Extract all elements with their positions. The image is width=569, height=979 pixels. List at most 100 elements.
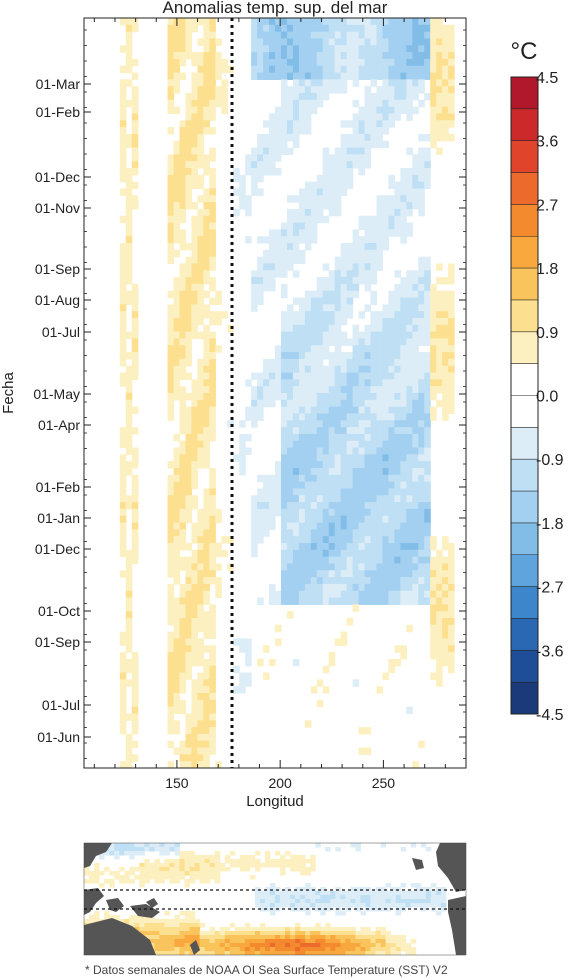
heatmap-cell	[185, 45, 193, 53]
map-cell	[295, 891, 301, 896]
map-cell	[169, 843, 175, 848]
heatmap-cell	[418, 386, 425, 394]
heatmap-cell	[179, 679, 187, 687]
heatmap-cell	[406, 168, 413, 176]
heatmap-cell	[388, 488, 395, 496]
heatmap-cell	[322, 461, 330, 469]
map-cell	[435, 899, 442, 904]
heatmap-cell	[412, 420, 419, 428]
heatmap-cell	[310, 290, 318, 299]
heatmap-cell	[257, 495, 264, 503]
heatmap-cell	[125, 733, 133, 742]
map-cell	[154, 947, 160, 952]
heatmap-cell	[382, 86, 390, 94]
heatmap-cell	[310, 433, 318, 442]
map-cell	[229, 951, 236, 955]
chart-title: Anomalias temp. sup. del mar	[163, 0, 388, 17]
heatmap-cell	[394, 331, 401, 340]
heatmap-cell	[418, 495, 425, 503]
heatmap-cell	[352, 604, 360, 612]
heatmap-cell	[388, 529, 395, 537]
heatmap-cell	[370, 352, 378, 360]
heatmap-cell	[280, 590, 288, 599]
heatmap-cell	[382, 597, 390, 605]
map-cell	[300, 903, 306, 908]
heatmap-cell	[376, 263, 384, 271]
heatmap-cell	[125, 570, 133, 578]
heatmap-cell	[185, 243, 193, 251]
heatmap-cell	[280, 481, 288, 490]
heatmap-cell	[316, 577, 324, 585]
heatmap-cell	[406, 488, 413, 496]
heatmap-cell	[191, 570, 199, 578]
heatmap-cell	[251, 188, 258, 196]
heatmap-cell	[400, 372, 407, 380]
heatmap-cell	[197, 263, 204, 271]
heatmap-cell	[131, 447, 139, 455]
heatmap-cell	[388, 174, 395, 183]
heatmap-cell	[430, 604, 437, 612]
heatmap-cell	[310, 413, 318, 421]
map-cell	[264, 855, 271, 860]
heatmap-cell	[197, 127, 204, 135]
heatmap-cell	[257, 515, 264, 524]
map-cell	[380, 935, 387, 940]
heatmap-cell	[364, 549, 372, 558]
heatmap-cell	[280, 495, 288, 503]
heatmap-cell	[173, 468, 181, 476]
heatmap-cell	[394, 24, 401, 33]
heatmap-cell	[292, 372, 300, 380]
heatmap-cell	[191, 474, 199, 483]
heatmap-cell	[382, 556, 390, 565]
heatmap-cell	[400, 202, 407, 210]
heatmap-cell	[239, 447, 246, 455]
heatmap-cell	[125, 597, 133, 605]
heatmap-cell	[394, 318, 401, 326]
map-cell	[189, 875, 196, 880]
heatmap-cell	[280, 18, 288, 26]
heatmap-cell	[364, 147, 372, 155]
heatmap-cell	[203, 699, 210, 708]
heatmap-cell	[173, 195, 181, 203]
heatmap-cell	[131, 311, 139, 319]
heatmap-cell	[209, 283, 216, 292]
heatmap-cell	[310, 522, 318, 530]
heatmap-cell	[382, 215, 390, 224]
map-land	[84, 843, 112, 868]
heatmap-cell	[185, 297, 193, 305]
heatmap-cell	[310, 386, 318, 394]
heatmap-cell	[448, 318, 455, 326]
map-cell	[290, 931, 296, 936]
heatmap-cell	[388, 324, 395, 333]
map-cell	[249, 863, 256, 868]
heatmap-cell	[346, 45, 354, 53]
heatmap-cell	[298, 536, 306, 544]
map-cell	[335, 931, 341, 936]
heatmap-cell	[442, 99, 449, 108]
map-cell	[144, 863, 150, 868]
map-cell	[209, 931, 216, 936]
map-cell	[280, 947, 286, 952]
map-cell	[199, 947, 206, 952]
heatmap-cell	[251, 283, 258, 292]
heatmap-cell	[185, 413, 193, 421]
heatmap-cell	[418, 31, 425, 40]
map-cell	[390, 935, 397, 940]
heatmap-cell	[340, 379, 348, 387]
heatmap-cell	[376, 311, 384, 319]
heatmap-cell	[394, 181, 401, 190]
heatmap-cell	[370, 515, 378, 524]
heatmap-cell	[316, 72, 324, 80]
map-cell	[199, 879, 206, 884]
heatmap-cell	[280, 93, 288, 101]
heatmap-cell	[245, 447, 252, 455]
heatmap-cell	[358, 515, 366, 524]
heatmap-cell	[334, 536, 342, 544]
heatmap-cell	[298, 58, 306, 67]
heatmap-cell	[131, 543, 139, 551]
heatmap-cell	[382, 447, 390, 455]
heatmap-cell	[275, 597, 282, 605]
heatmap-cell	[179, 406, 187, 415]
heatmap-cell	[173, 502, 181, 510]
heatmap-cell	[346, 536, 354, 544]
